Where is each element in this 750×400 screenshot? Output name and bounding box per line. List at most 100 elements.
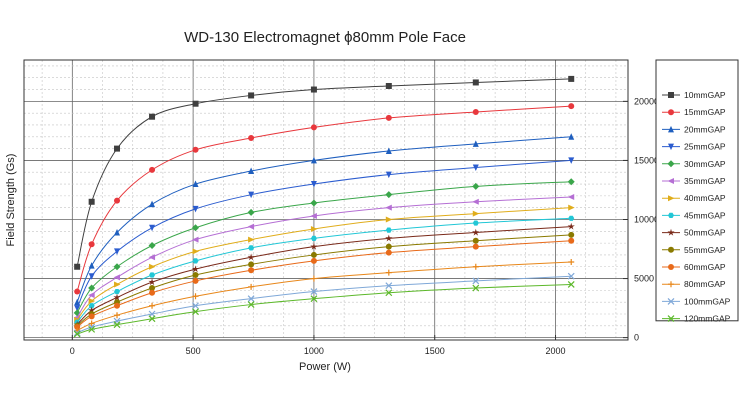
x-tick-label: 1000 (304, 346, 324, 356)
data-point (472, 210, 480, 217)
legend-label: 15mmGAP (684, 107, 726, 117)
y-tick-label: 0 (634, 333, 639, 343)
data-point (114, 248, 121, 255)
legend-label: 55mmGAP (684, 245, 726, 255)
data-point (310, 86, 317, 93)
data-point (472, 140, 479, 147)
legend-marker (668, 92, 674, 98)
data-point (567, 178, 575, 186)
data-point (73, 330, 81, 338)
data-point (385, 227, 392, 233)
data-point (385, 269, 392, 276)
legend-label: 120mmGAP (684, 314, 731, 324)
series-120mmgap (73, 281, 575, 338)
legend-item: 15mmGAP (662, 107, 726, 117)
legend-item: 100mmGAP (662, 296, 731, 306)
data-point (385, 289, 393, 297)
data-point (114, 302, 121, 309)
data-point (568, 75, 575, 82)
legend-marker (668, 195, 675, 202)
data-point (114, 281, 121, 288)
data-point (88, 241, 95, 248)
data-point (192, 100, 199, 107)
data-point (472, 79, 479, 86)
data-point (88, 306, 96, 314)
data-point (149, 263, 156, 270)
data-point (149, 166, 156, 173)
series-80mmgap (74, 259, 575, 334)
series-group (73, 75, 575, 338)
legend-marker (668, 281, 674, 288)
data-point (114, 288, 121, 295)
series-10mmgap (74, 75, 575, 270)
data-point (247, 208, 255, 216)
data-point (113, 293, 121, 301)
data-point (88, 273, 95, 280)
data-point (310, 251, 317, 258)
data-point (385, 243, 392, 250)
series-30mmgap (73, 178, 575, 317)
data-point (568, 215, 575, 221)
series-line (76, 136, 572, 303)
data-point (149, 224, 156, 232)
data-point (149, 113, 156, 120)
data-point (568, 157, 575, 164)
series-line (76, 261, 572, 331)
legend-label: 80mmGAP (684, 279, 726, 289)
data-point (148, 278, 156, 286)
legend-item: 40mmGAP (662, 193, 726, 203)
data-point (385, 249, 392, 256)
legend-label: 35mmGAP (684, 176, 726, 186)
data-point (248, 267, 255, 274)
data-point (88, 303, 95, 309)
data-point (148, 241, 156, 249)
data-point (192, 293, 199, 300)
series-60mmgap (74, 237, 575, 331)
x-axis-label: Power (W) (299, 361, 351, 373)
data-point (472, 220, 479, 226)
data-point (192, 180, 199, 188)
legend: 10mmGAP 15mmGAP 20mmGAP 25mmGAP 30mmGAP 35mmG… (655, 59, 739, 324)
legend-marker (667, 178, 674, 184)
data-point (149, 272, 156, 278)
data-point (113, 274, 121, 281)
data-point (88, 298, 96, 305)
y-axis-label: Field Strength (Gs) (5, 154, 17, 247)
data-point (149, 302, 156, 309)
legend-item: 25mmGAP (662, 142, 726, 152)
legend-item: 45mmGAP (662, 210, 726, 220)
data-point (247, 295, 255, 303)
legend-marker (667, 228, 675, 236)
series-line (76, 226, 572, 325)
legend-marker (668, 109, 674, 116)
data-point (247, 253, 255, 261)
data-point (114, 312, 121, 319)
data-point (310, 225, 318, 232)
legend-marker (667, 315, 675, 323)
y-tick-label: 20000 (634, 96, 659, 106)
series-line (76, 234, 572, 327)
series-line (76, 283, 572, 335)
data-point (248, 191, 255, 199)
data-point (567, 281, 575, 288)
data-point (472, 284, 480, 292)
data-point (310, 212, 317, 219)
y-tick-label: 5000 (634, 274, 654, 284)
data-point (385, 234, 393, 242)
x-tick-label: 500 (186, 346, 201, 356)
legend-marker (668, 264, 674, 270)
data-point (192, 236, 199, 243)
data-point (472, 198, 479, 205)
series-15mmgap (74, 103, 575, 295)
legend-item: 80mmGAP (662, 279, 726, 289)
data-point (310, 124, 317, 131)
legend-label: 10mmGAP (684, 90, 726, 100)
series-45mmgap (74, 215, 575, 325)
x-tick-label: 0 (70, 346, 75, 356)
data-point (74, 263, 81, 270)
data-point (472, 182, 480, 190)
legend-label: 30mmGAP (684, 159, 726, 169)
legend-label: 60mmGAP (684, 262, 726, 272)
data-point (74, 324, 81, 331)
